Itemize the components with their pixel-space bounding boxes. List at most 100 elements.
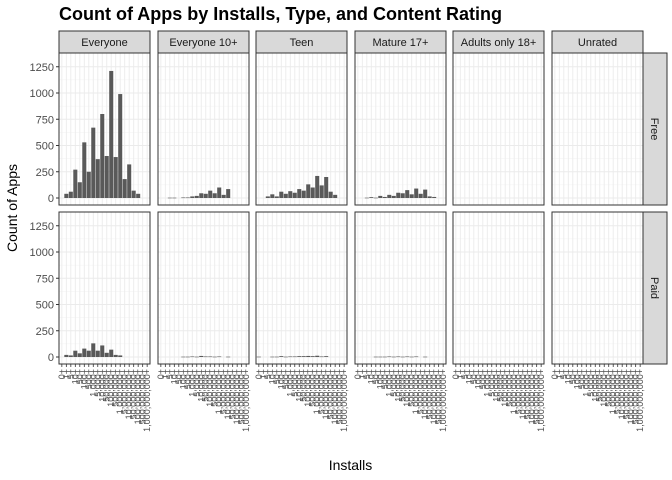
bar-everyone-paid-13 bbox=[118, 355, 123, 357]
x-tick-label: 50,000+ bbox=[595, 369, 605, 402]
bar-teen-free-17 bbox=[333, 194, 338, 198]
x-tick-label: 1,000+ bbox=[482, 369, 492, 397]
bar-teen-free-4 bbox=[274, 196, 279, 198]
y-tick-label: 750 bbox=[36, 273, 54, 285]
x-tick-label: 100+ bbox=[276, 369, 286, 389]
bar-mature-17-free-2 bbox=[364, 197, 369, 199]
bar-everyone-free-3 bbox=[73, 169, 78, 198]
x-tick-label: 50,000,000+ bbox=[622, 369, 632, 419]
x-tick-label: 50,000,000+ bbox=[425, 369, 435, 419]
x-tick-label: 10,000,000+ bbox=[518, 369, 528, 419]
x-axis-title: Installs bbox=[329, 457, 373, 473]
bar-teen-free-15 bbox=[324, 177, 329, 198]
panel-border bbox=[354, 211, 447, 365]
bar-everyone-free-16 bbox=[131, 190, 136, 198]
bar-teen-paid-11 bbox=[306, 355, 311, 357]
x-tick-label: 500,000+ bbox=[111, 369, 121, 407]
bar-teen-paid-5 bbox=[279, 356, 284, 357]
panel-background bbox=[355, 212, 446, 364]
panel-everyone-free bbox=[58, 52, 151, 206]
bar-everyone-paid-9 bbox=[100, 345, 105, 357]
x-tick-label: 1+ bbox=[258, 369, 268, 379]
x-tick-label: 5,000+ bbox=[192, 369, 202, 397]
bar-teen-free-9 bbox=[297, 189, 302, 198]
bar-everyone-10-free-9 bbox=[199, 193, 204, 198]
bar-everyone-paid-1 bbox=[64, 354, 69, 357]
panel-adults-only-18-paid bbox=[452, 211, 545, 365]
x-tick-label: 50,000,000+ bbox=[326, 369, 336, 419]
x-tick-label: 500,000,000+ bbox=[434, 369, 444, 424]
panel-border bbox=[551, 211, 644, 365]
x-tick-label: 100,000,000+ bbox=[527, 369, 537, 424]
bar-teen-free-11 bbox=[306, 184, 311, 198]
bar-everyone-10-paid-6 bbox=[185, 356, 190, 358]
x-tick-label: 5,000,000+ bbox=[416, 369, 426, 414]
bar-teen-free-3 bbox=[270, 194, 275, 198]
x-tick-label: 500+ bbox=[281, 369, 291, 389]
x-tick-label: 10,000,000+ bbox=[617, 369, 627, 419]
x-tick-label: 1+ bbox=[455, 369, 465, 379]
bar-everyone-paid-6 bbox=[86, 350, 91, 357]
bar-everyone-10-paid-13 bbox=[217, 356, 222, 358]
x-tick-label: 1,000,000,000+ bbox=[536, 369, 546, 432]
x-tick-label: 0+ bbox=[353, 369, 363, 379]
panel-background bbox=[59, 53, 150, 205]
x-tick-label: 50+ bbox=[371, 369, 381, 384]
x-tick-label: 5,000+ bbox=[586, 369, 596, 397]
bar-everyone-paid-4 bbox=[77, 353, 82, 357]
x-tick-label: 1,000,000+ bbox=[312, 369, 322, 414]
x-tick-label: 5,000,000+ bbox=[120, 369, 130, 414]
x-tick-label: 5,000,000+ bbox=[317, 369, 327, 414]
panel-border bbox=[452, 52, 545, 206]
bar-teen-free-14 bbox=[319, 185, 324, 198]
x-tick-label: 100,000+ bbox=[303, 369, 313, 407]
bar-everyone-10-paid-5 bbox=[181, 356, 186, 358]
plot-area: Everyone Everyone 10+ Teen Mature 17+ Adults… bbox=[30, 30, 668, 432]
bar-everyone-free-12 bbox=[113, 157, 118, 198]
bar-teen-free-2 bbox=[265, 196, 270, 198]
x-tick-label: 1+ bbox=[357, 369, 367, 379]
bar-everyone-paid-10 bbox=[104, 352, 109, 357]
bar-everyone-10-paid-15 bbox=[226, 356, 231, 358]
x-tick-label: 10,000+ bbox=[97, 369, 107, 402]
bar-teen-free-13 bbox=[315, 175, 320, 198]
bar-everyone-paid-12 bbox=[113, 354, 118, 357]
y-tick-label: 0 bbox=[48, 193, 54, 205]
bar-mature-17-free-11 bbox=[405, 190, 410, 198]
bar-mature-17-free-16 bbox=[427, 196, 432, 198]
x-tick-label: 100+ bbox=[375, 369, 385, 389]
panel-border bbox=[58, 211, 151, 365]
bar-mature-17-free-15 bbox=[423, 189, 428, 198]
x-tick-label: 1+ bbox=[554, 369, 564, 379]
x-tick-label: 100+ bbox=[79, 369, 89, 389]
x-tick-label: 100,000,000+ bbox=[330, 369, 340, 424]
bar-mature-17-free-5 bbox=[378, 195, 383, 198]
x-tick-label: 5,000+ bbox=[93, 369, 103, 397]
x-tick-label: 10+ bbox=[267, 369, 277, 384]
x-tick-label: 50+ bbox=[272, 369, 282, 384]
x-tick-label: 500,000,000+ bbox=[631, 369, 641, 424]
x-tick-label: 500,000,000+ bbox=[237, 369, 247, 424]
bar-mature-17-free-14 bbox=[418, 193, 423, 198]
x-tick-label: 100+ bbox=[572, 369, 582, 389]
bar-everyone-paid-8 bbox=[95, 350, 100, 357]
bar-teen-paid-4 bbox=[274, 356, 279, 358]
panel-background bbox=[256, 212, 347, 364]
bar-everyone-10-paid-7 bbox=[190, 356, 195, 358]
panel-border bbox=[255, 52, 348, 206]
x-tick-label: 50,000+ bbox=[398, 369, 408, 402]
bar-mature-17-free-12 bbox=[409, 194, 414, 198]
chart-title: Count of Apps by Installs, Type, and Con… bbox=[59, 4, 502, 24]
x-tick-label: 5,000,000+ bbox=[613, 369, 623, 414]
bar-mature-17-paid-9 bbox=[396, 356, 401, 358]
panel-adults-only-18-free bbox=[452, 52, 545, 206]
bar-teen-paid-3 bbox=[270, 356, 275, 358]
x-tick-label: 5,000+ bbox=[290, 369, 300, 397]
bar-everyone-10-paid-9 bbox=[199, 355, 204, 357]
bar-everyone-free-13 bbox=[118, 94, 123, 198]
x-tick-label: 500,000,000+ bbox=[532, 369, 542, 424]
bar-everyone-10-free-13 bbox=[217, 187, 222, 198]
bar-teen-free-10 bbox=[301, 190, 306, 198]
bar-mature-17-paid-15 bbox=[423, 356, 428, 358]
strip-paid bbox=[642, 211, 668, 365]
